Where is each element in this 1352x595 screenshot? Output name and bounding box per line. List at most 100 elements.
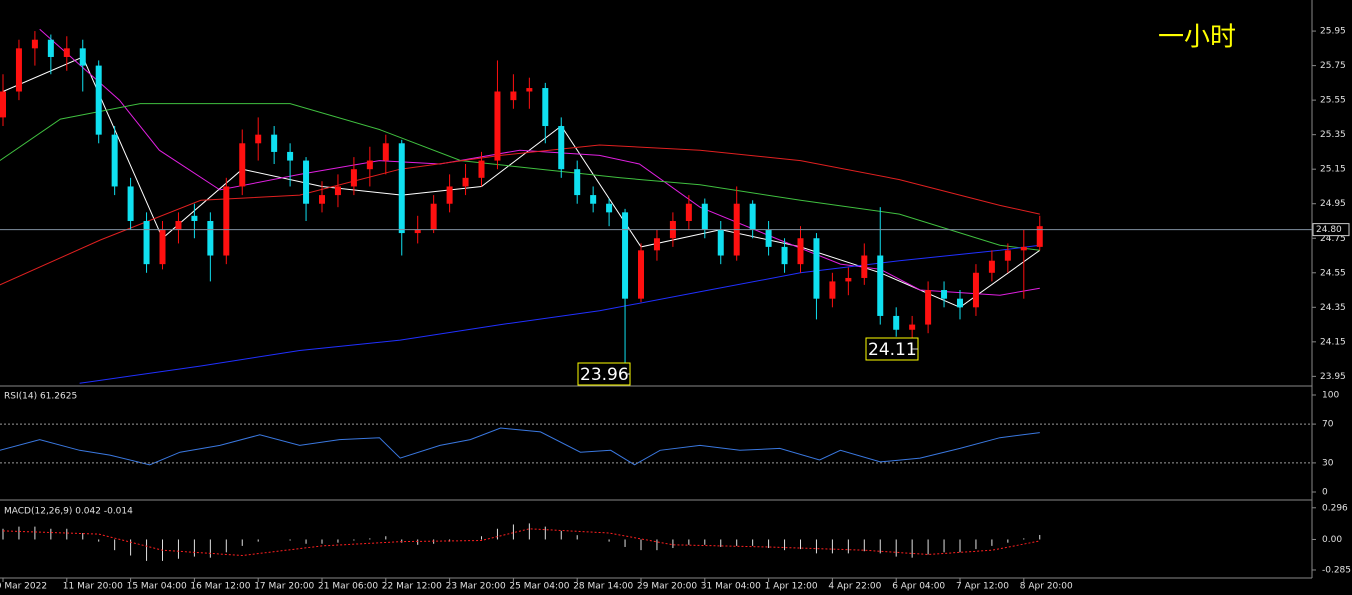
- y-tick-label: 24.35: [1320, 303, 1346, 313]
- x-tick-label: 6 Apr 04:00: [892, 582, 945, 592]
- candle-body: [350, 169, 357, 187]
- x-tick-label: 21 Mar 06:00: [318, 582, 378, 592]
- candle-body: [701, 203, 708, 230]
- x-tick-label: 4 Apr 22:00: [828, 582, 881, 592]
- price-label-box: [1312, 223, 1350, 237]
- x-tick-label: 29 Mar 20:00: [637, 582, 697, 592]
- candle-body: [510, 91, 517, 101]
- chart-title: 一小时: [1158, 23, 1236, 53]
- x-tick-label: 8 Apr 20:00: [1020, 582, 1073, 592]
- candle-body: [63, 48, 70, 57]
- candle-body: [255, 134, 262, 144]
- y-tick-label: 0: [1322, 488, 1328, 498]
- candle-body: [717, 229, 724, 256]
- y-tick-label: 25.75: [1320, 61, 1346, 71]
- moving-average: [79, 244, 1040, 384]
- candle-body: [382, 143, 389, 161]
- x-tick-label: 1 Apr 12:00: [765, 582, 818, 592]
- candle-body: [95, 65, 102, 135]
- y-tick-label: 24.55: [1320, 268, 1346, 278]
- candle-body: [972, 272, 979, 308]
- y-tick-label: 0.00: [1322, 535, 1342, 545]
- candle-body: [653, 238, 660, 251]
- candle-body: [893, 315, 900, 330]
- x-tick-label: 22 Mar 12:00: [382, 582, 442, 592]
- candle-body: [606, 203, 613, 213]
- y-tick-label: 24.15: [1320, 337, 1346, 347]
- candle-body: [542, 88, 549, 127]
- candle-body: [47, 39, 54, 57]
- candle-body: [909, 324, 916, 330]
- y-tick-label: 25.55: [1320, 96, 1346, 106]
- annotation: 24.11: [868, 340, 917, 360]
- candle-body: [111, 134, 118, 187]
- candle-body: [797, 238, 804, 265]
- candle-body: [334, 186, 341, 196]
- candle-body: [462, 177, 469, 187]
- macd-title: MACD(12,26,9) 0.042 -0.014: [4, 507, 133, 517]
- y-tick-label: 25.95: [1320, 27, 1346, 37]
- macd-signal: [2, 528, 1040, 557]
- candle-body: [685, 203, 692, 221]
- candle-body: [239, 143, 246, 187]
- candle-body: [574, 169, 581, 196]
- candle-body: [303, 160, 310, 204]
- candle-body: [207, 220, 214, 256]
- candle-body: [829, 281, 836, 299]
- y-tick-label: 0.296: [1322, 503, 1348, 513]
- candle-body: [749, 203, 756, 230]
- x-tick-label: 23 Mar 20:00: [446, 582, 506, 592]
- candle-body: [446, 186, 453, 204]
- candle-body: [845, 277, 852, 282]
- candle-body: [319, 195, 325, 204]
- candle-body: [478, 160, 485, 178]
- rsi-title: RSI(14) 61.2625: [4, 392, 77, 402]
- candle-body: [494, 91, 501, 161]
- price-label: 24.80: [1316, 225, 1342, 235]
- candle-body: [861, 255, 868, 278]
- candle-body: [15, 48, 22, 92]
- y-tick-label: 25.15: [1320, 165, 1346, 175]
- candle-body: [622, 212, 629, 299]
- moving-average: [2, 56, 1041, 308]
- candle-body: [877, 255, 884, 316]
- candle-body: [988, 260, 995, 273]
- candle-body: [31, 39, 38, 49]
- x-tick-label: 25 Mar 04:00: [509, 582, 569, 592]
- candle-body: [0, 91, 6, 118]
- candle-body: [143, 220, 150, 265]
- candle-body: [941, 290, 948, 299]
- candle-body: [1036, 226, 1043, 247]
- candle-body: [191, 215, 198, 221]
- candle-body: [590, 195, 597, 204]
- candle-body: [79, 48, 86, 66]
- moving-average: [39, 28, 1040, 296]
- y-tick-label: -0.285: [1322, 565, 1351, 575]
- x-tick-label: 16 Mar 12:00: [190, 582, 250, 592]
- y-tick-label: 24.95: [1320, 199, 1346, 209]
- candle-body: [366, 160, 373, 170]
- candle-body: [957, 298, 963, 308]
- x-tick-label: 10 Mar 2022: [0, 582, 47, 592]
- candle-body: [271, 134, 278, 152]
- candle-body: [159, 229, 166, 265]
- x-tick-label: 15 Mar 04:00: [127, 582, 187, 592]
- candle-body: [1020, 246, 1027, 251]
- moving-average: [0, 103, 1040, 251]
- x-tick-label: 11 Mar 20:00: [63, 582, 123, 592]
- y-tick-label: 70: [1322, 420, 1334, 430]
- x-tick-label: 28 Mar 14:00: [573, 582, 633, 592]
- candle-body: [175, 220, 182, 230]
- y-tick-label: 24.75: [1320, 234, 1346, 244]
- candle-body: [765, 229, 772, 247]
- candle-body: [526, 88, 533, 92]
- candle-body: [287, 151, 294, 161]
- candle-body: [638, 250, 644, 299]
- y-tick-label: 30: [1322, 458, 1334, 468]
- rsi-line: [0, 427, 1040, 466]
- candle-body: [781, 246, 788, 265]
- candle-body: [398, 143, 405, 234]
- annotation: 23.96: [580, 365, 629, 385]
